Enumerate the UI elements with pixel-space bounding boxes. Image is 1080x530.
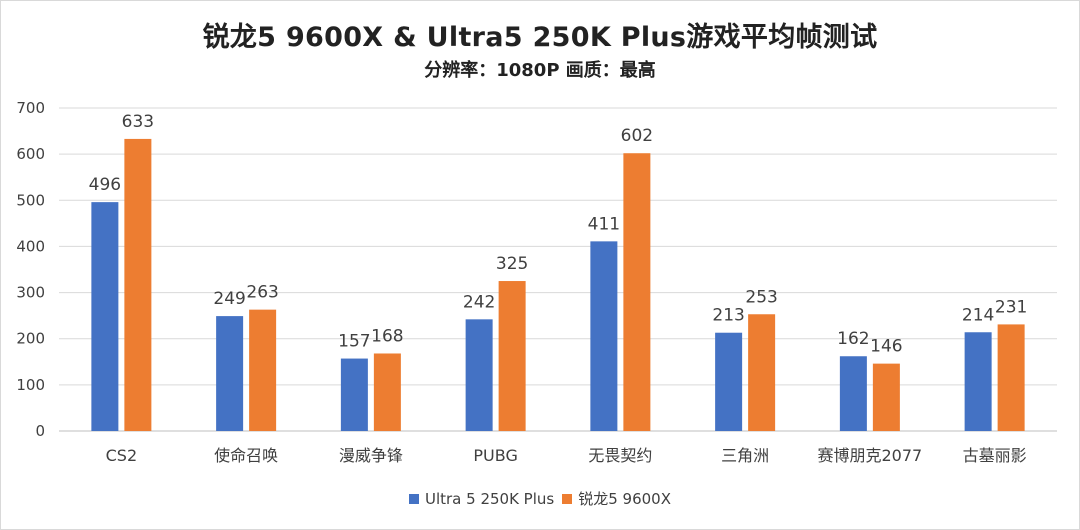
x-tick-label: 古墓丽影 xyxy=(963,446,1027,465)
bar-ryzen5-3 xyxy=(498,281,526,431)
bar-ryzen5-2 xyxy=(373,353,401,431)
x-tick-label: 使命召唤 xyxy=(214,446,278,465)
bar-ryzen5-0 xyxy=(124,138,152,431)
data-label: 231 xyxy=(995,297,1027,317)
data-label: 263 xyxy=(246,283,278,303)
legend-swatch-series-0 xyxy=(408,493,419,504)
bar-ultra5-7 xyxy=(964,332,992,431)
y-tick-label: 700 xyxy=(16,99,45,117)
bar-ultra5-6 xyxy=(839,356,867,431)
legend-item-series-1: 锐龙5 9600X xyxy=(562,488,671,509)
bar-ryzen5-4 xyxy=(623,153,651,431)
x-tick-label: PUBG xyxy=(473,446,517,465)
bar-ultra5-3 xyxy=(465,319,493,431)
data-label: 162 xyxy=(837,329,869,349)
legend-label-series-0: Ultra 5 250K Plus xyxy=(424,489,555,508)
x-tick-label: 三角洲 xyxy=(721,446,769,465)
bar-ultra5-1 xyxy=(216,316,244,431)
bar-ultra5-5 xyxy=(715,332,743,431)
legend-swatch-series-1 xyxy=(562,493,573,504)
bar-ryzen5-1 xyxy=(249,309,277,431)
data-label: 602 xyxy=(621,126,653,146)
data-label: 633 xyxy=(122,112,154,132)
bar-ryzen5-6 xyxy=(872,363,900,431)
bar-ryzen5-7 xyxy=(997,324,1025,431)
x-tick-label: 漫威争锋 xyxy=(339,446,403,465)
y-tick-label: 300 xyxy=(16,284,45,302)
y-tick-label: 500 xyxy=(16,191,45,209)
bar-ultra5-0 xyxy=(91,202,119,431)
data-label: 214 xyxy=(962,305,994,325)
bar-ultra5-4 xyxy=(590,241,618,431)
data-label: 146 xyxy=(870,337,902,357)
x-tick-label: 赛博朋克2077 xyxy=(818,446,923,465)
y-tick-label: 600 xyxy=(16,145,45,163)
x-tick-label: CS2 xyxy=(106,446,138,465)
y-tick-label: 400 xyxy=(16,237,45,255)
data-label: 253 xyxy=(745,287,777,307)
data-label: 411 xyxy=(588,214,620,234)
y-tick-label: 200 xyxy=(16,330,45,348)
legend-label-series-1: 锐龙5 9600X xyxy=(578,490,671,508)
data-label: 325 xyxy=(496,254,528,274)
y-tick-label: 0 xyxy=(35,422,45,440)
chart-title: 锐龙5 9600X & Ultra5 250K Plus游戏平均帧测试 xyxy=(202,22,878,53)
chart-legend: Ultra 5 250K Plus 锐龙5 9600X xyxy=(1,488,1079,509)
x-tick-label: 无畏契约 xyxy=(588,446,652,465)
data-label: 496 xyxy=(89,175,121,195)
bar-ryzen5-5 xyxy=(748,314,776,431)
y-tick-label: 100 xyxy=(16,376,45,394)
chart-subtitle: 分辨率：1080P 画质：最高 xyxy=(424,60,656,81)
data-label: 168 xyxy=(371,326,403,346)
data-label: 213 xyxy=(712,306,744,326)
data-label: 157 xyxy=(338,332,370,352)
data-label: 242 xyxy=(463,292,495,312)
data-label: 249 xyxy=(213,289,245,309)
bar-ultra5-2 xyxy=(340,358,368,431)
legend-item-series-0: Ultra 5 250K Plus xyxy=(408,489,555,508)
